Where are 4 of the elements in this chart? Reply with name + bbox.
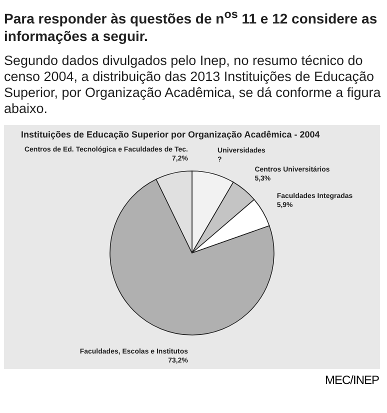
text: MEC/INEP	[324, 372, 379, 387]
text: Segundo dados divulgados pelo Inep, no resumo técnico do censo 2004, a distribuição das 2013 Instituições de Educação Superior, por Organização Acadêmica, se dá conforme a figura abaixo.	[4, 52, 382, 117]
chart-title: Instituições de Educação Superior por Organização Acadêmica - 2004	[21, 129, 320, 140]
text: Para responder às questões de n$^{os}$ 11 e 12 considere as informações a seguir.	[4, 8, 378, 44]
